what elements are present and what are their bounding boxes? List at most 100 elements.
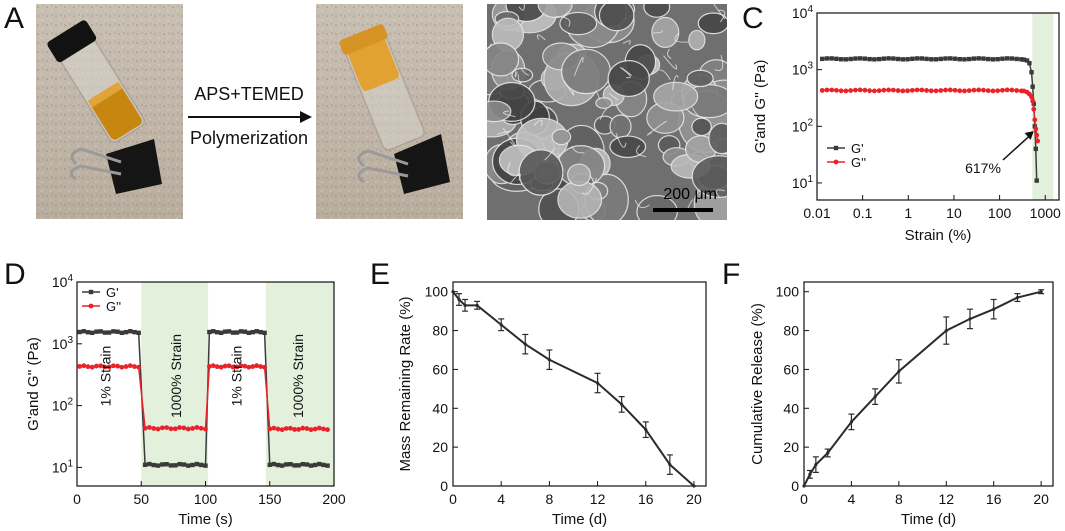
x-tick-label: 100	[988, 205, 1012, 221]
y-tick-label: 20	[432, 439, 448, 455]
data-point	[94, 329, 99, 334]
x-tick-label: 100	[194, 491, 218, 507]
data-point	[300, 425, 306, 431]
y-tick-label: 20	[783, 439, 799, 455]
data-point	[1031, 106, 1037, 112]
data-point	[895, 56, 901, 62]
data-point	[258, 329, 263, 335]
data-point	[115, 329, 120, 334]
data-point	[867, 56, 872, 62]
data-point	[957, 88, 963, 94]
data-point	[119, 330, 124, 336]
data-point	[924, 56, 929, 62]
data-point	[995, 88, 1001, 94]
vial-before-illustration	[36, 4, 183, 219]
x-tick-label: 12	[938, 491, 954, 507]
data-point	[246, 330, 252, 336]
data-point	[94, 363, 99, 369]
x-tick-label: 4	[497, 491, 505, 507]
data-point	[262, 364, 268, 370]
y-tick-label: 101	[792, 174, 814, 191]
data-point	[147, 425, 152, 430]
data-point	[206, 364, 212, 369]
data-point	[123, 364, 129, 369]
sem-pore	[487, 42, 520, 77]
data-point	[910, 56, 915, 61]
data-point	[943, 87, 948, 93]
data-point	[271, 425, 277, 431]
data-point	[168, 463, 174, 468]
x-tick-label: 20	[1033, 491, 1049, 507]
data-point	[843, 57, 849, 62]
data-point	[275, 426, 281, 432]
x-tick-label: 150	[258, 491, 282, 507]
y-tick-label: 0	[791, 478, 799, 494]
sem-pore	[653, 81, 699, 112]
data-point	[308, 463, 314, 468]
data-point	[172, 426, 178, 432]
data-point	[881, 56, 887, 61]
data-point	[824, 87, 830, 93]
x-axis-label: Strain (%)	[905, 227, 972, 244]
data-point	[838, 88, 844, 94]
series-line	[822, 89, 1039, 142]
sem-pore	[643, 4, 671, 18]
plot-frame	[816, 12, 1060, 201]
sem-ridge	[652, 30, 663, 34]
data-point	[98, 329, 103, 334]
data-point	[1027, 60, 1032, 66]
data-point	[234, 330, 240, 335]
sem-pore	[557, 180, 603, 219]
data-point	[198, 462, 204, 468]
data-point	[203, 426, 208, 432]
data-point	[292, 427, 297, 432]
x-tick-label: 0	[449, 491, 457, 507]
data-point	[1004, 56, 1010, 61]
x-tick-label: 0.01	[803, 205, 830, 221]
sem-pore	[487, 100, 512, 123]
data-point	[692, 484, 696, 488]
data-point	[876, 88, 882, 94]
data-point	[127, 363, 133, 369]
data-point	[943, 56, 948, 61]
data-point	[1029, 70, 1034, 75]
data-point	[886, 87, 891, 93]
data-point	[966, 88, 972, 94]
legend-label: G'	[851, 141, 864, 156]
y-tick-label: 60	[783, 361, 799, 377]
reaction-arrow	[188, 111, 312, 123]
x-tick-label: 8	[895, 491, 903, 507]
data-point	[136, 364, 142, 370]
y-axis-label: Mass Remaining Rate (%)	[397, 296, 414, 471]
sem-ridge	[594, 90, 601, 100]
x-tick-label: 10	[946, 205, 962, 221]
sem-ridge	[658, 69, 671, 81]
series-line	[452, 291, 695, 487]
data-point	[207, 329, 212, 335]
sem-pore	[598, 4, 635, 32]
legend-marker	[88, 289, 94, 295]
data-point	[181, 462, 187, 467]
data-point	[288, 425, 293, 431]
data-point	[891, 56, 896, 61]
sem-texture	[487, 4, 727, 220]
data-point	[275, 462, 281, 468]
data-point	[304, 426, 310, 431]
sem-ridge	[533, 119, 543, 127]
data-point	[463, 303, 467, 307]
data-point	[81, 329, 86, 334]
data-point	[185, 426, 191, 432]
data-point	[1035, 138, 1041, 144]
sem-ridge	[563, 80, 575, 96]
data-point	[595, 381, 600, 385]
annotation-arrow	[1002, 132, 1034, 161]
data-point	[820, 56, 825, 62]
data-point	[271, 461, 277, 467]
data-point	[218, 330, 224, 335]
sem-ridge	[518, 4, 525, 11]
data-point	[226, 363, 232, 369]
shaded-region	[1032, 13, 1054, 200]
data-point	[312, 426, 318, 432]
sem-image: 200 μm	[487, 4, 727, 220]
x-tick-label: 1	[904, 205, 912, 221]
